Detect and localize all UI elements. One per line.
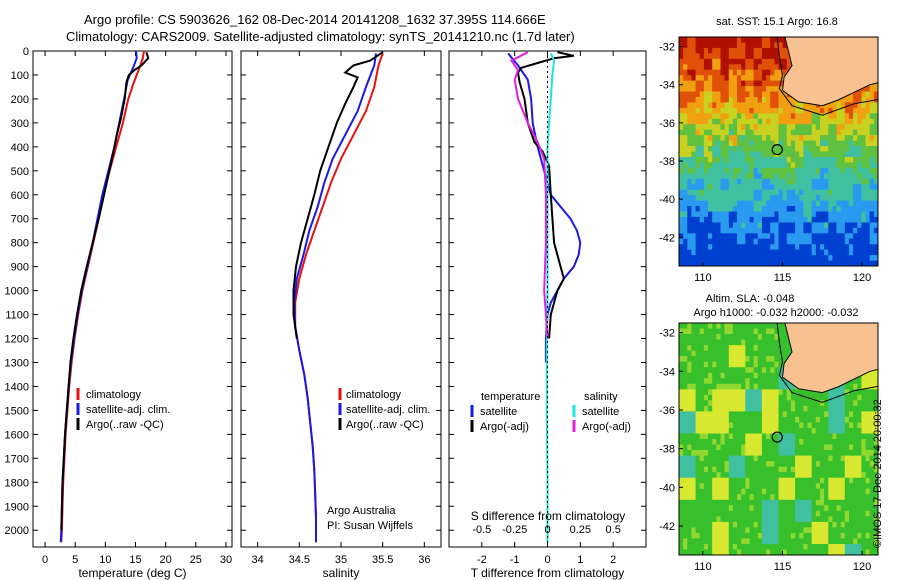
series-salinity-argo-adj- xyxy=(509,51,549,339)
x-tick-label: 5 xyxy=(72,554,78,566)
y-tick-label: 1900 xyxy=(5,501,29,513)
temperature-panel: 0 5 10 15 20 25 300100200300400500600700800900… xyxy=(5,46,233,580)
plot-title-line1: Argo profile: CS 5903626_162 08-Dec-2014… xyxy=(84,12,546,27)
series-satellite-adj-clim- xyxy=(293,53,377,543)
legend-label: Argo(-adj) xyxy=(480,421,529,433)
x2-tick-label: 0.25 xyxy=(570,524,591,536)
legend-label: Argo(..raw -QC) xyxy=(346,419,424,431)
y-tick-label: 1600 xyxy=(5,429,29,441)
x-tick-label: 10 xyxy=(99,554,111,566)
legend-label: climatology xyxy=(86,389,142,401)
x-tick-label: 2 xyxy=(610,554,616,566)
x-tick-label: 15 xyxy=(129,554,141,566)
legend-label: Argo(..raw -QC) xyxy=(86,419,164,431)
x-tick-label: 34 xyxy=(252,554,264,566)
y-tick-label: 600 xyxy=(11,190,29,202)
legend-title-salinity: salinity xyxy=(584,391,618,403)
x2-tick-label: 0.5 xyxy=(606,524,621,536)
legend-label: satellite-adj. clim. xyxy=(346,404,430,416)
series-salinity-satellite xyxy=(545,52,556,543)
temperature-xlabel: temperature (deg C) xyxy=(78,566,186,580)
series-argo-raw-qc- xyxy=(60,51,150,531)
x-tick-label: 35 xyxy=(335,554,347,566)
x-tick-label: -1 xyxy=(510,554,520,566)
legend-title-temperature: temperature xyxy=(481,391,540,403)
series-argo-raw-qc- xyxy=(292,51,384,339)
legend-label: satellite xyxy=(582,406,619,418)
y-tick-label: 1200 xyxy=(5,334,29,346)
x-tick-label: 36 xyxy=(418,554,430,566)
y-tick-label: 1000 xyxy=(5,286,29,298)
x-tick-label: 20 xyxy=(160,554,172,566)
y-tick-label: 0 xyxy=(23,46,29,58)
y-tick-label: 1700 xyxy=(5,453,29,465)
y-tick-label: 300 xyxy=(11,118,29,130)
x2-tick-label: -0.5 xyxy=(472,524,491,536)
x-tick-label: 34.5 xyxy=(289,554,310,566)
x-tick-label: -2 xyxy=(477,554,487,566)
salinity-xlabel: salinity xyxy=(323,566,360,580)
series-temperature-argo-adj- xyxy=(516,51,575,339)
y-tick-label: 900 xyxy=(11,262,29,274)
y-tick-label: 500 xyxy=(11,166,29,178)
x-tick-label: 30 xyxy=(220,554,232,566)
y-tick-label: 1400 xyxy=(5,381,29,393)
y-tick-label: 400 xyxy=(11,142,29,154)
y-tick-label: 100 xyxy=(11,70,29,82)
x2-tick-label: 0 xyxy=(544,524,550,536)
imos-timestamp: ©IMOS 17-Dec-2014 20:00:32 xyxy=(872,399,884,548)
salinity-frame xyxy=(240,50,442,548)
y-tick-label: 1100 xyxy=(5,310,29,322)
legend-label: satellite xyxy=(480,406,517,418)
temperature-frame xyxy=(32,50,233,548)
y-tick-label: 800 xyxy=(11,238,29,250)
x-tick-label: 0 xyxy=(544,554,550,566)
difference-xlabel: T difference from climatology xyxy=(471,566,625,580)
difference-xlabel2: S difference from climatology xyxy=(471,509,626,523)
annotation-line1: Argo Australia xyxy=(327,505,396,517)
x-tick-label: 1 xyxy=(577,554,583,566)
legend-label: Argo(-adj) xyxy=(582,421,631,433)
legend-label: climatology xyxy=(346,389,402,401)
legend-label: satellite-adj. clim. xyxy=(86,404,170,416)
annotation-line2: PI: Susan Wijffels xyxy=(327,520,413,532)
plot-title-line2: Climatology: CARS2009. Satellite-adjuste… xyxy=(66,29,575,44)
x-tick-label: 35.5 xyxy=(372,554,393,566)
x2-tick-label: -0.25 xyxy=(502,524,527,536)
y-tick-label: 1300 xyxy=(5,357,29,369)
series-temperature-satellite xyxy=(507,52,582,363)
difference-panel: -2 -1 0 1 2T difference from climatology -0.5… xyxy=(448,50,647,580)
y-tick-label: 2000 xyxy=(5,525,29,537)
x-tick-label: 0 xyxy=(42,554,48,566)
x-tick-label: 25 xyxy=(190,554,202,566)
salinity-panel: 34 34.5 35 35.5 36 salinity climatology satelli… xyxy=(240,50,442,580)
y-tick-label: 1500 xyxy=(5,405,29,417)
y-tick-label: 700 xyxy=(11,214,29,226)
y-tick-label: 200 xyxy=(11,94,29,106)
y-tick-label: 1800 xyxy=(5,477,29,489)
